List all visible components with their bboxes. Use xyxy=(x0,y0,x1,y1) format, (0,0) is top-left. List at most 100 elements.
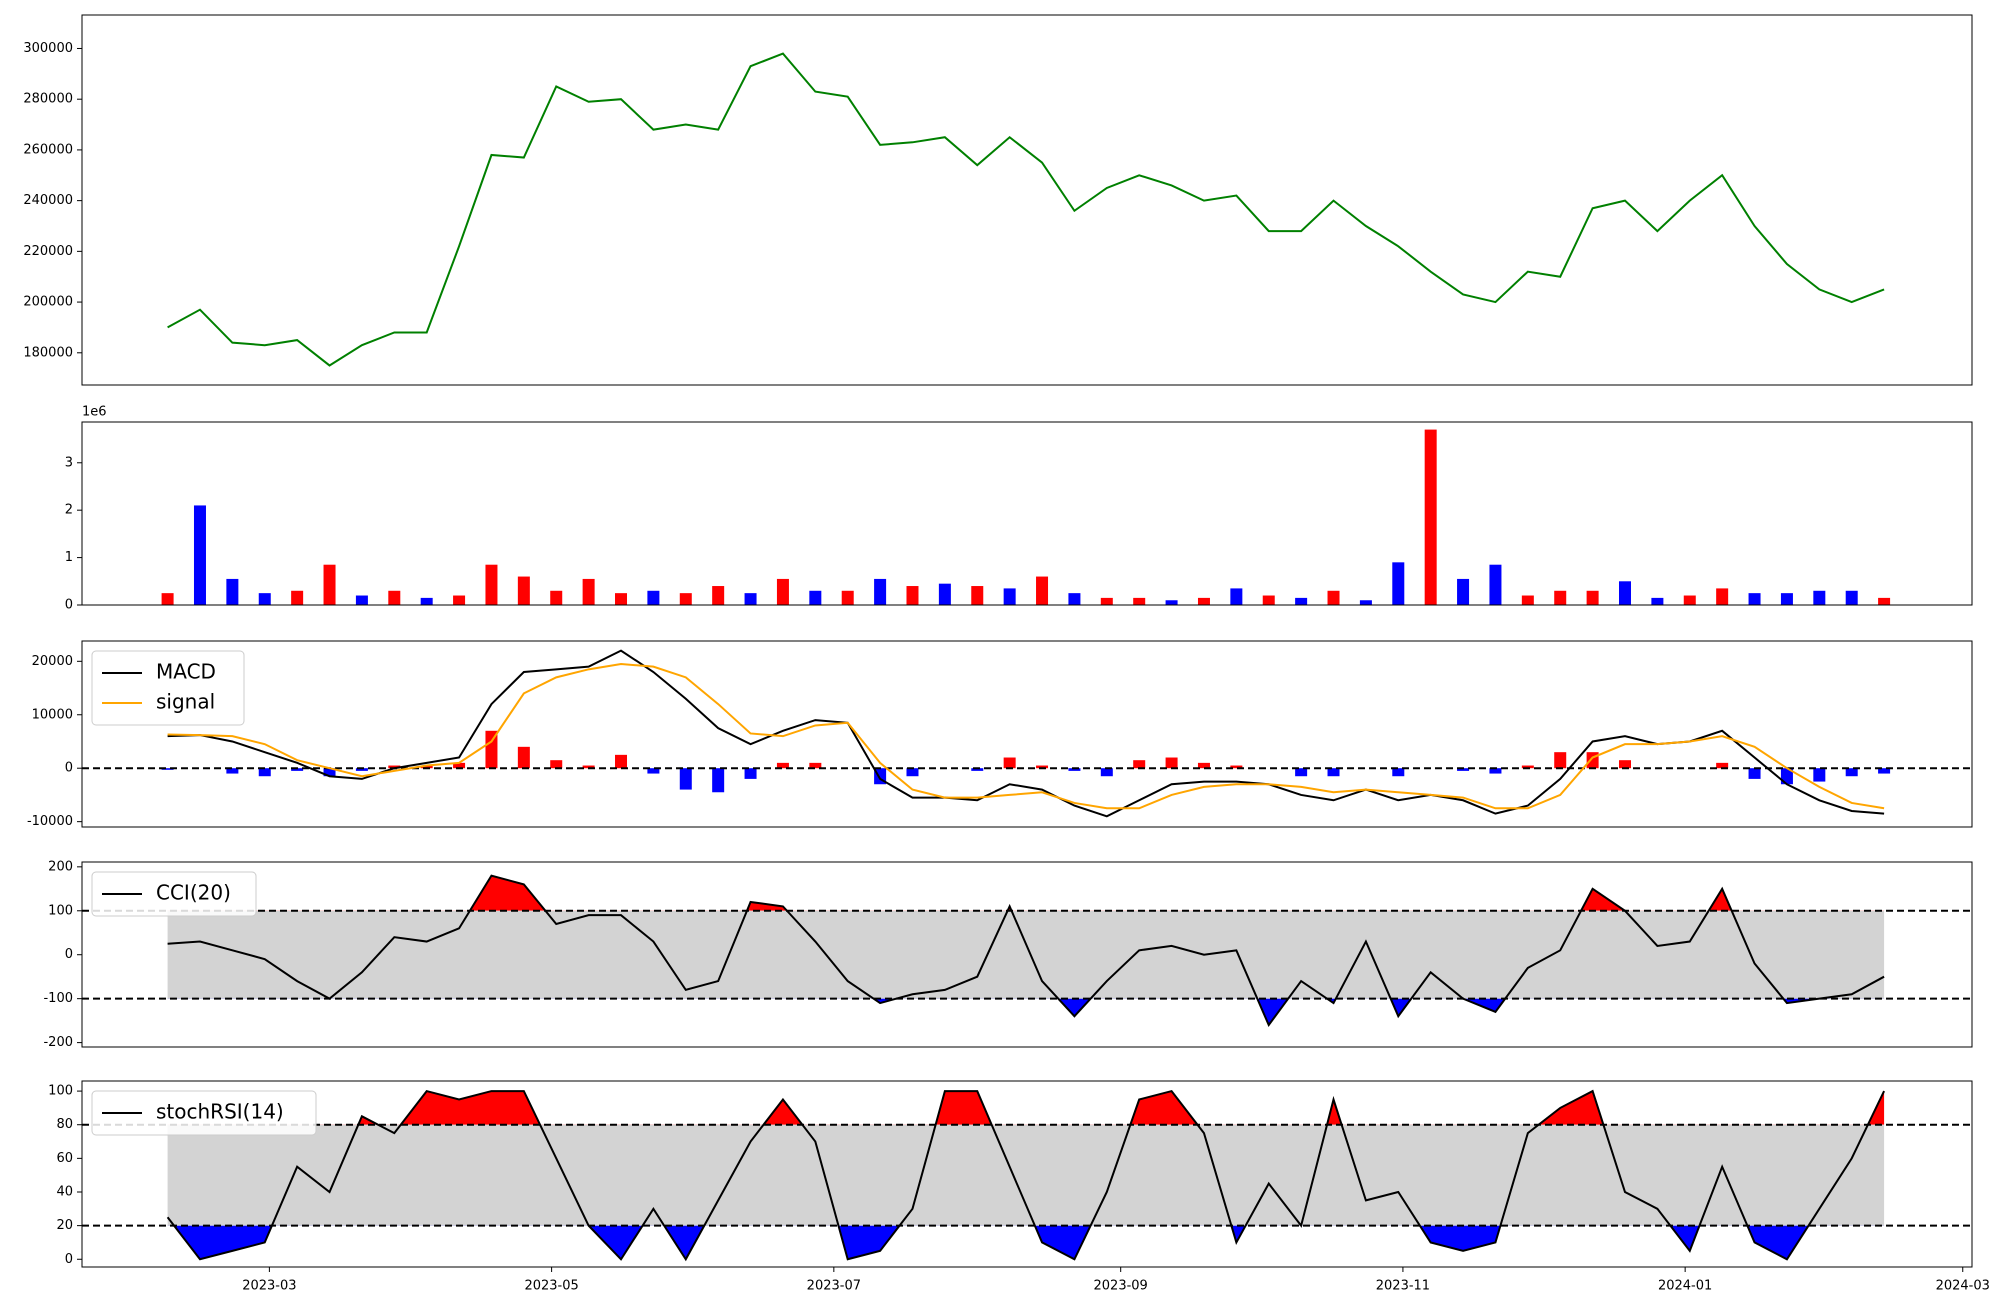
volume-bar xyxy=(1197,597,1210,605)
series-line xyxy=(166,1089,1885,1262)
volume-bar xyxy=(1327,590,1340,605)
histogram-bar xyxy=(1780,768,1793,785)
histogram-bar xyxy=(291,768,304,771)
x-tick-label: 2023-05 xyxy=(524,1279,578,1294)
y-tick-label: 1 xyxy=(65,550,73,565)
volume-bar xyxy=(1554,590,1567,605)
volume-bar xyxy=(712,586,725,605)
histogram-bar xyxy=(1716,762,1729,769)
histogram-bar xyxy=(1100,768,1113,777)
volume-bar xyxy=(1392,562,1405,605)
legend-label: signal xyxy=(156,690,215,714)
histogram-bar xyxy=(1878,768,1891,774)
y-tick-label: -200 xyxy=(43,1035,73,1050)
legend: MACD signal xyxy=(91,650,245,726)
volume-bar xyxy=(1878,597,1891,605)
axes-frame xyxy=(81,640,1973,828)
x-tick-label: 2024-03 xyxy=(1936,1279,1990,1294)
volume-bar xyxy=(874,578,887,605)
histogram-bar xyxy=(517,746,530,769)
y-tick-label: 0 xyxy=(65,1252,73,1267)
y-tick-label: 300000 xyxy=(23,41,73,56)
x-tick-label: 2023-11 xyxy=(1376,1279,1430,1294)
legend-box xyxy=(91,1090,317,1136)
histogram-bar xyxy=(226,768,239,774)
volume-bar xyxy=(355,595,368,605)
y-tick-label: 20000 xyxy=(32,654,73,669)
volume-bar xyxy=(1748,593,1761,605)
volume-bar xyxy=(161,593,174,605)
histogram-bar xyxy=(1813,768,1826,782)
legend-label: MACD xyxy=(156,660,216,684)
x-tick-label: 2023-03 xyxy=(242,1279,296,1294)
volume-bar xyxy=(1036,576,1049,605)
histogram-bar xyxy=(1586,752,1599,769)
volume-bar xyxy=(1165,600,1178,605)
histogram-bar xyxy=(1618,760,1631,769)
volume-bar xyxy=(420,597,433,605)
x-tick-label: 2023-07 xyxy=(807,1279,861,1294)
histogram-bar xyxy=(1197,762,1210,769)
histogram-bar xyxy=(906,768,919,777)
volume-bar xyxy=(388,590,401,605)
legend: CCI(20) xyxy=(91,871,257,917)
volume-bar xyxy=(1489,564,1502,605)
volume-bar xyxy=(1262,595,1275,605)
volume-bar xyxy=(1716,588,1729,605)
volume-bar xyxy=(1424,429,1437,605)
volume-bar xyxy=(1683,595,1696,605)
volume-bar xyxy=(809,590,822,605)
y-tick-label: 100 xyxy=(48,1084,73,1099)
histogram-bar xyxy=(420,765,433,769)
histogram-bar xyxy=(712,768,725,793)
volume-bar xyxy=(1618,581,1631,605)
y-tick-label: -10000 xyxy=(27,814,73,829)
volume-bar xyxy=(1100,597,1113,605)
histogram-bar xyxy=(1230,765,1243,769)
volume-bar xyxy=(1230,588,1243,605)
volume-bar xyxy=(1457,578,1470,605)
legend-box xyxy=(91,650,245,726)
volume-bar xyxy=(258,593,271,605)
volume-bar xyxy=(841,590,854,605)
y-tick-label: 200000 xyxy=(23,295,73,310)
volume-bar xyxy=(1068,593,1081,605)
volume-bar xyxy=(1521,595,1534,605)
histogram-bar xyxy=(1554,752,1567,769)
volume-bar xyxy=(971,586,984,605)
histogram-bar xyxy=(388,765,401,769)
volume-bar xyxy=(453,595,466,605)
histogram-bar xyxy=(1845,768,1858,777)
volume-bar xyxy=(906,586,919,605)
histogram-bar xyxy=(1327,768,1340,777)
histogram-bar xyxy=(1165,757,1178,769)
volume-bar xyxy=(517,576,530,605)
histogram-bar xyxy=(582,765,595,769)
volume-bar xyxy=(1295,597,1308,605)
volume-bar xyxy=(1359,600,1372,605)
axes-frame xyxy=(81,14,1973,386)
axes-frame xyxy=(81,421,1973,606)
histogram-bar xyxy=(744,768,757,779)
histogram-bar xyxy=(161,768,174,770)
y-tick-label: 60 xyxy=(56,1151,73,1166)
y-tick-label: 0 xyxy=(65,598,73,613)
volume-bar xyxy=(1133,597,1146,605)
histogram-bar xyxy=(1748,768,1761,779)
volume-bar xyxy=(226,578,239,605)
volume-bar xyxy=(323,564,336,605)
volume-bar xyxy=(550,590,563,605)
neutral-band xyxy=(167,910,1885,999)
volume-bar xyxy=(679,593,692,605)
volume-bar xyxy=(744,593,757,605)
volume-bar xyxy=(193,505,206,605)
histogram-bar xyxy=(1392,768,1405,777)
legend-box xyxy=(91,871,257,917)
histogram-bar xyxy=(776,762,789,769)
histogram-bar xyxy=(647,768,660,774)
volume-bar xyxy=(776,578,789,605)
x-tick-label: 2024-01 xyxy=(1658,1279,1712,1294)
series-line xyxy=(167,52,1885,367)
volume-bar xyxy=(291,590,304,605)
